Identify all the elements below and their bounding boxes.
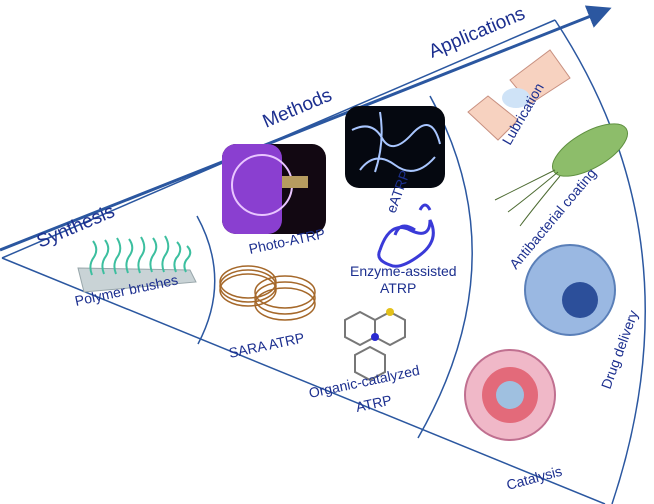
stage-synthesis: Synthesis [34,201,118,253]
label-enzyme-atrp: ATRP [380,280,416,296]
light-bulb-image [222,144,326,234]
catalyst-particle-image [464,349,556,441]
label-organic-atrp: ATRP [354,392,393,415]
eatrp-image [345,106,445,188]
cell-image [524,244,616,336]
enzyme-image [377,203,435,268]
divider-arc-1 [196,215,216,345]
bacteria-image [494,123,628,227]
organic-catalyst-image [344,308,406,382]
joint-image [467,49,571,141]
sara-atrp-image [219,265,316,321]
progress-arrow [0,5,612,252]
label-sara-atrp: SARA ATRP [227,329,305,361]
label-enzyme-assisted: Enzyme-assisted [350,263,457,279]
fan-bottom-edge [1,257,606,504]
outer-arc [554,19,646,504]
label-organic-catalyzed: Organic-catalyzed [307,362,421,401]
stage-methods: Methods [260,85,335,133]
divider-arc-2 [417,95,473,439]
fan-top-edge [1,19,556,259]
polymer-brushes-image [77,235,197,293]
